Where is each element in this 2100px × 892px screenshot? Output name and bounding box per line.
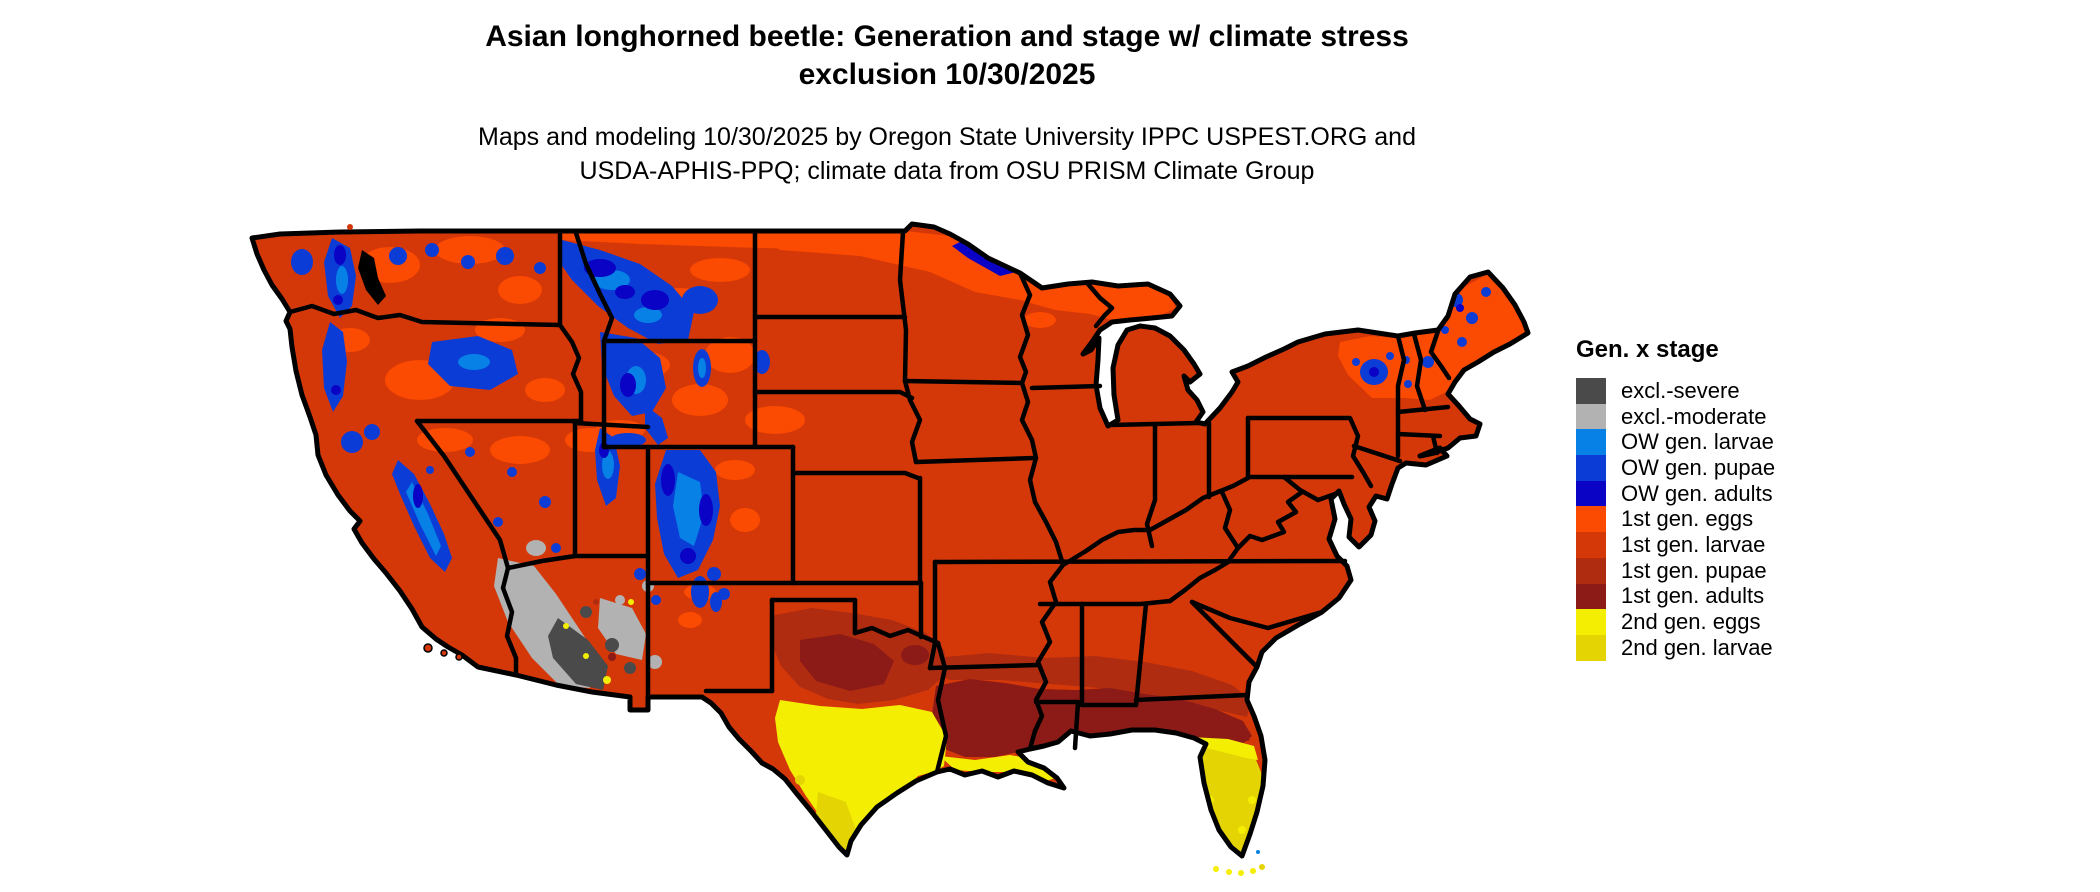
- title-line-1: Asian longhorned beetle: Generation and …: [485, 20, 1409, 53]
- map-subtitle: Maps and modeling 10/30/2025 by Oregon S…: [0, 120, 1894, 188]
- title-line-2: exclusion 10/30/2025: [798, 58, 1096, 91]
- legend-item: 1st gen. eggs: [1576, 506, 1775, 533]
- legend-item: 1st gen. pupae: [1576, 558, 1775, 584]
- legend-swatch: [1576, 506, 1606, 533]
- legend-item-label: 2nd gen. eggs: [1621, 609, 1761, 635]
- legend-swatch: [1576, 634, 1606, 661]
- map-stage-patches: [291, 231, 1526, 855]
- legend-item: excl.-moderate: [1576, 404, 1775, 430]
- legend-item-label: 1st gen. pupae: [1621, 557, 1767, 583]
- legend-item-label: 1st gen. larvae: [1621, 531, 1766, 557]
- subtitle-line-1: Maps and modeling 10/30/2025 by Oregon S…: [478, 123, 1416, 151]
- us-outline: [249, 221, 1531, 859]
- legend-item-label: excl.-severe: [1621, 377, 1740, 403]
- legend-swatch: [1576, 455, 1606, 481]
- subtitle-line-2: USDA-APHIS-PPQ; climate data from OSU PR…: [579, 157, 1315, 185]
- legend-item-label: OW gen. pupae: [1621, 454, 1776, 480]
- legend-item: OW gen. pupae: [1576, 455, 1775, 481]
- legend-swatch: [1576, 609, 1606, 635]
- legend-item-label: excl.-moderate: [1621, 403, 1767, 429]
- legend-items: excl.-severe excl.-moderate OW gen. larv…: [1576, 378, 1775, 661]
- legend-item-label: 1st gen. adults: [1621, 583, 1765, 609]
- ow-adults-patches: [331, 242, 1464, 564]
- legend-item: 2nd gen. eggs: [1576, 609, 1775, 635]
- legend-swatch: [1576, 429, 1606, 456]
- legend-swatch: [1576, 378, 1606, 404]
- puget-sound: [358, 250, 386, 305]
- map-title: Asian longhorned beetle: Generation and …: [0, 18, 1894, 94]
- legend-item: excl.-severe: [1576, 378, 1775, 404]
- legend-item-label: OW gen. larvae: [1621, 429, 1774, 455]
- legend-swatch: [1576, 557, 1606, 584]
- legend-item: OW gen. adults: [1576, 481, 1775, 507]
- legend-item-label: 1st gen. eggs: [1621, 506, 1754, 532]
- exclusion-patches: [494, 540, 662, 690]
- legend-swatch: [1576, 583, 1606, 610]
- legend-swatch: [1576, 403, 1606, 430]
- legend-item: OW gen. larvae: [1576, 429, 1775, 456]
- legend-item: 1st gen. larvae: [1576, 532, 1775, 558]
- legend-item: 1st gen. adults: [1576, 583, 1775, 610]
- map-legend: Gen. x stage excl.-severe excl.-moderate…: [1576, 336, 1775, 661]
- legend-title: Gen. x stage: [1576, 336, 1719, 363]
- legend-swatch: [1576, 532, 1606, 558]
- islands-and-keys: [347, 224, 1265, 876]
- legend-item-label: 2nd gen. larvae: [1621, 634, 1773, 660]
- legend-item: 2nd gen. larvae: [1576, 635, 1775, 661]
- legend-item-label: OW gen. adults: [1621, 480, 1773, 506]
- ow-larvae-patches: [336, 266, 706, 556]
- legend-swatch: [1576, 480, 1606, 507]
